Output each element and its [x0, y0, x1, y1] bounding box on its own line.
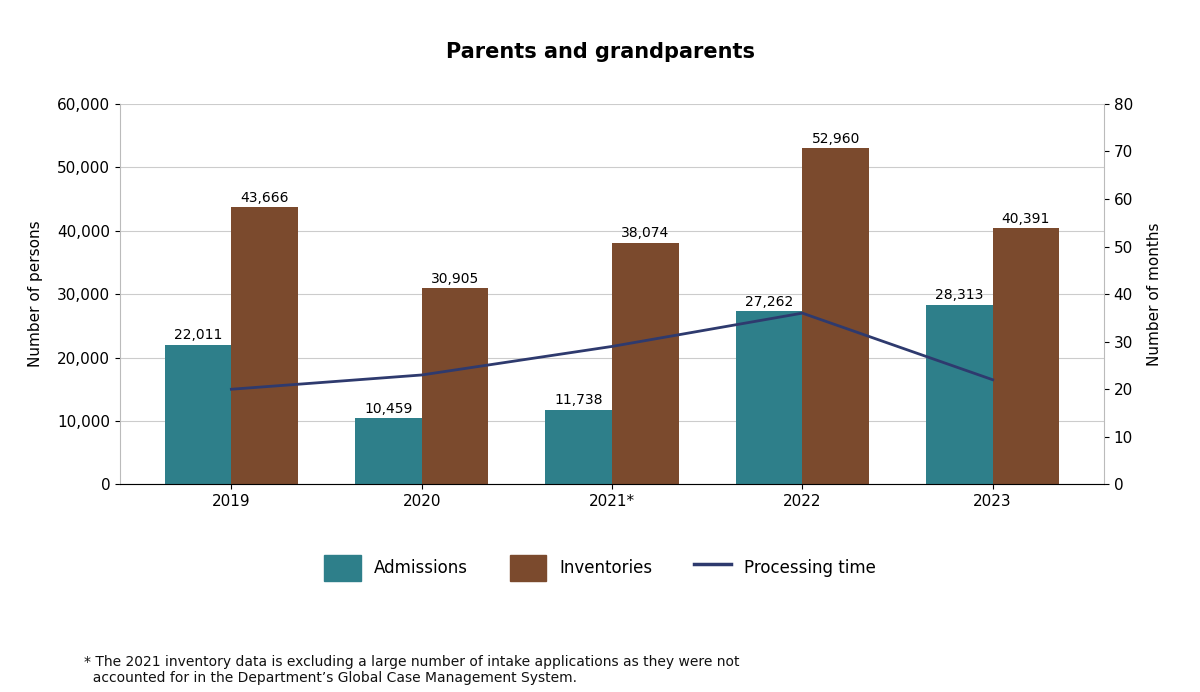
Text: 10,459: 10,459	[364, 401, 413, 415]
Text: 40,391: 40,391	[1002, 212, 1050, 226]
Bar	[232, 208, 298, 484]
Bar	[736, 311, 803, 484]
Text: 38,074: 38,074	[622, 226, 670, 240]
Text: 27,262: 27,262	[745, 295, 793, 309]
Text: * The 2021 inventory data is excluding a large number of intake applications as : * The 2021 inventory data is excluding a…	[84, 655, 739, 685]
Bar	[355, 418, 421, 484]
Text: 43,666: 43,666	[240, 191, 289, 205]
Text: 30,905: 30,905	[431, 272, 479, 286]
Text: Parents and grandparents: Parents and grandparents	[445, 42, 755, 62]
Text: 11,738: 11,738	[554, 394, 602, 408]
Bar	[164, 345, 232, 484]
Y-axis label: Number of months: Number of months	[1147, 222, 1162, 366]
Bar	[545, 410, 612, 484]
Bar	[612, 243, 679, 484]
Bar	[421, 289, 488, 484]
Text: 28,313: 28,313	[935, 289, 984, 302]
Text: 22,011: 22,011	[174, 328, 222, 343]
Legend: Admissions, Inventories, Processing time: Admissions, Inventories, Processing time	[317, 548, 883, 588]
Bar	[926, 304, 992, 484]
Bar	[803, 149, 869, 484]
Text: 52,960: 52,960	[811, 132, 860, 146]
Y-axis label: Number of persons: Number of persons	[29, 221, 43, 367]
Bar	[992, 228, 1060, 484]
